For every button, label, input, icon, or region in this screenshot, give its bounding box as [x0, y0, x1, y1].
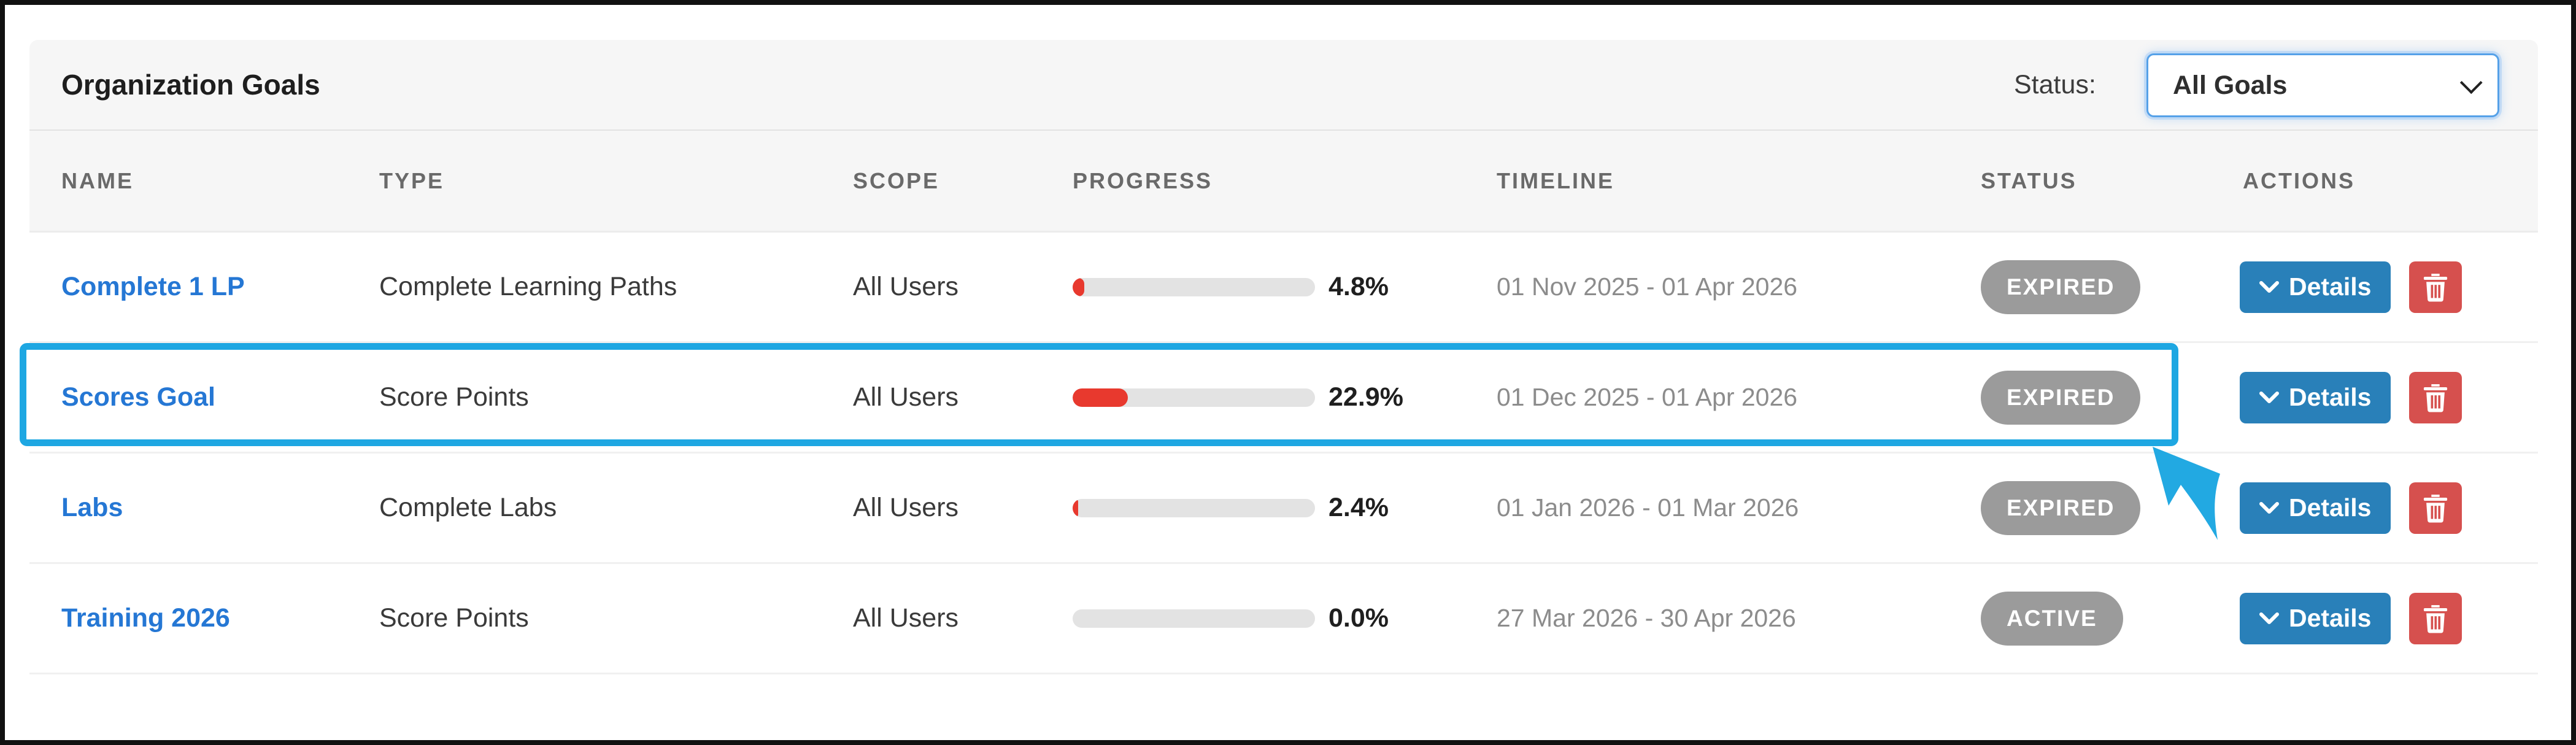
- table-row: Complete 1 LP Complete Learning Paths Al…: [29, 233, 2538, 343]
- progress-bar-fill: [1073, 277, 1084, 296]
- status-badge: EXPIRED: [1981, 370, 2141, 425]
- details-button-label: Details: [2289, 383, 2372, 411]
- progress-cell: [1073, 343, 1315, 452]
- details-button[interactable]: Details: [2240, 261, 2391, 313]
- chevron-down-icon: [2259, 612, 2279, 624]
- trash-icon: [2424, 384, 2448, 412]
- goal-timeline: 01 Jan 2026 - 01 Mar 2026: [1497, 493, 1799, 522]
- status-badge: EXPIRED: [1981, 260, 2141, 314]
- panel-header: Organization Goals Status: All Goals: [29, 40, 2538, 131]
- progress-bar: [1073, 609, 1315, 628]
- details-button-label: Details: [2289, 272, 2372, 301]
- chevron-down-icon: [2459, 71, 2483, 95]
- delete-button[interactable]: [2409, 371, 2462, 423]
- progress-cell: [1073, 564, 1315, 673]
- goal-scope: All Users: [853, 382, 959, 412]
- delete-button[interactable]: [2409, 261, 2462, 313]
- table-row: Scores Goal Score Points All Users 22.9%…: [20, 343, 2538, 454]
- organization-goals-panel: Organization Goals Status: All Goals NAM…: [20, 40, 2538, 706]
- progress-bar: [1073, 498, 1315, 517]
- goal-name-link[interactable]: Scores Goal: [61, 382, 215, 412]
- goal-scope: All Users: [853, 603, 959, 633]
- table-header: NAME TYPE SCOPE PROGRESS TIMELINE STATUS…: [29, 131, 2538, 233]
- goal-type: Score Points: [379, 382, 529, 412]
- details-button[interactable]: Details: [2240, 592, 2391, 644]
- progress-bar-fill: [1073, 388, 1128, 407]
- goal-type: Complete Labs: [379, 493, 557, 522]
- column-header-actions: ACTIONS: [2243, 168, 2355, 193]
- table-row: Labs Complete Labs All Users 2.4% 01 Jan…: [29, 454, 2538, 564]
- status-badge: ACTIVE: [1981, 591, 2123, 646]
- column-header-name: NAME: [61, 168, 134, 193]
- delete-button[interactable]: [2409, 592, 2462, 644]
- progress-cell: [1073, 454, 1315, 562]
- trash-icon: [2424, 604, 2448, 633]
- goal-scope: All Users: [853, 272, 959, 301]
- column-header-progress: PROGRESS: [1073, 168, 1213, 193]
- progress-percent: 0.0%: [1328, 603, 1389, 633]
- details-button[interactable]: Details: [2240, 482, 2391, 534]
- chevron-down-icon: [2259, 501, 2279, 514]
- trash-icon: [2424, 273, 2448, 301]
- goal-timeline: 27 Mar 2026 - 30 Apr 2026: [1497, 604, 1796, 632]
- progress-bar: [1073, 388, 1315, 407]
- chevron-down-icon: [2259, 391, 2279, 403]
- goal-name-link[interactable]: Labs: [61, 493, 123, 522]
- panel-title: Organization Goals: [61, 69, 320, 101]
- progress-bar: [1073, 277, 1315, 296]
- details-button-label: Details: [2289, 604, 2372, 632]
- goal-name-link[interactable]: Training 2026: [61, 603, 230, 633]
- goal-timeline: 01 Nov 2025 - 01 Apr 2026: [1497, 272, 1798, 301]
- goal-scope: All Users: [853, 493, 959, 522]
- goal-type: Complete Learning Paths: [379, 272, 677, 301]
- column-header-scope: SCOPE: [853, 168, 940, 193]
- delete-button[interactable]: [2409, 482, 2462, 534]
- column-header-type: TYPE: [379, 168, 445, 193]
- status-filter-label: Status:: [2014, 69, 2096, 99]
- column-header-timeline: TIMELINE: [1497, 168, 1614, 193]
- goal-timeline: 01 Dec 2025 - 01 Apr 2026: [1497, 383, 1798, 411]
- goal-type: Score Points: [379, 603, 529, 633]
- progress-cell: [1073, 233, 1315, 341]
- details-button[interactable]: Details: [2240, 371, 2391, 423]
- progress-percent: 4.8%: [1328, 272, 1389, 301]
- column-header-status: STATUS: [1981, 168, 2077, 193]
- details-button-label: Details: [2289, 493, 2372, 522]
- progress-percent: 2.4%: [1328, 493, 1389, 522]
- table-body: Complete 1 LP Complete Learning Paths Al…: [20, 233, 2538, 674]
- goal-name-link[interactable]: Complete 1 LP: [61, 272, 245, 301]
- progress-bar-fill: [1073, 498, 1079, 517]
- trash-icon: [2424, 494, 2448, 522]
- status-filter-value: All Goals: [2173, 70, 2288, 100]
- table-row: Training 2026 Score Points All Users 0.0…: [29, 564, 2538, 674]
- status-filter-select[interactable]: All Goals: [2146, 53, 2499, 117]
- chevron-down-icon: [2259, 280, 2279, 293]
- status-badge: EXPIRED: [1981, 481, 2141, 535]
- progress-percent: 22.9%: [1328, 382, 1403, 412]
